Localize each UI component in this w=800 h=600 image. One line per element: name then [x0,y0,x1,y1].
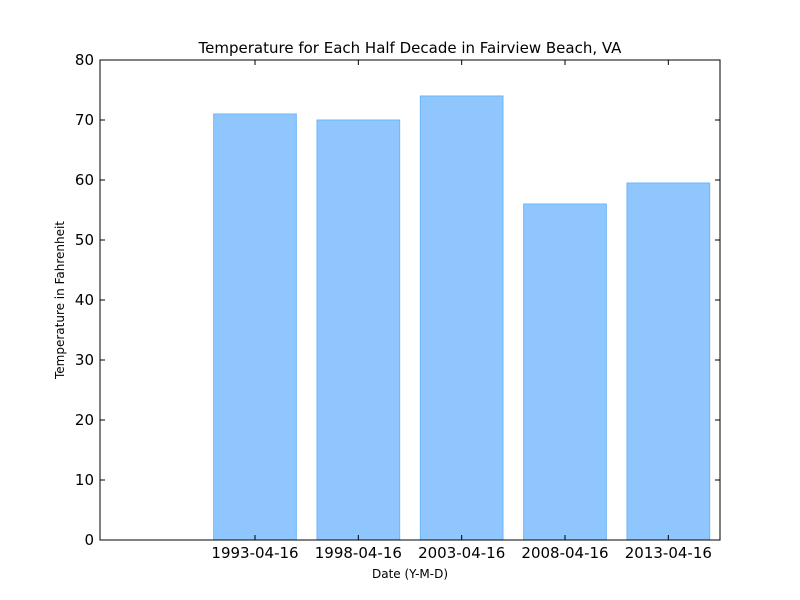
y-tick-label: 20 [75,411,94,429]
y-tick-label: 80 [75,51,94,69]
x-tick-label: 2008-04-16 [521,544,608,562]
bar-2003-04-16 [419,95,504,541]
y-tick-label: 10 [75,471,94,489]
y-tick-label: 0 [84,531,94,549]
chart-title: Temperature for Each Half Decade in Fair… [198,39,623,57]
y-tick-label: 40 [75,291,94,309]
y-tick-label: 30 [75,351,94,369]
bar-2008-04-16 [523,203,607,541]
y-axis-label: Temperature in Fahrenheit [53,221,67,380]
bars-layer [213,95,711,541]
bar-1998-04-16 [316,119,401,541]
x-tick-label: 1998-04-16 [315,544,402,562]
bar-1993-04-16 [213,113,297,541]
x-tick-label: 2013-04-16 [625,544,712,562]
x-tick-label: 2003-04-16 [418,544,505,562]
y-tick-label: 60 [75,171,94,189]
x-axis-label: Date (Y-M-D) [372,567,448,581]
ticks-layer: 1993-04-16 1998-04-16 2003-04-16 2008-04-16… [75,51,720,562]
y-tick-label: 50 [75,231,94,249]
y-tick-label: 70 [75,111,94,129]
x-tick-label: 1993-04-16 [211,544,298,562]
bar-2013-04-16 [626,182,711,541]
